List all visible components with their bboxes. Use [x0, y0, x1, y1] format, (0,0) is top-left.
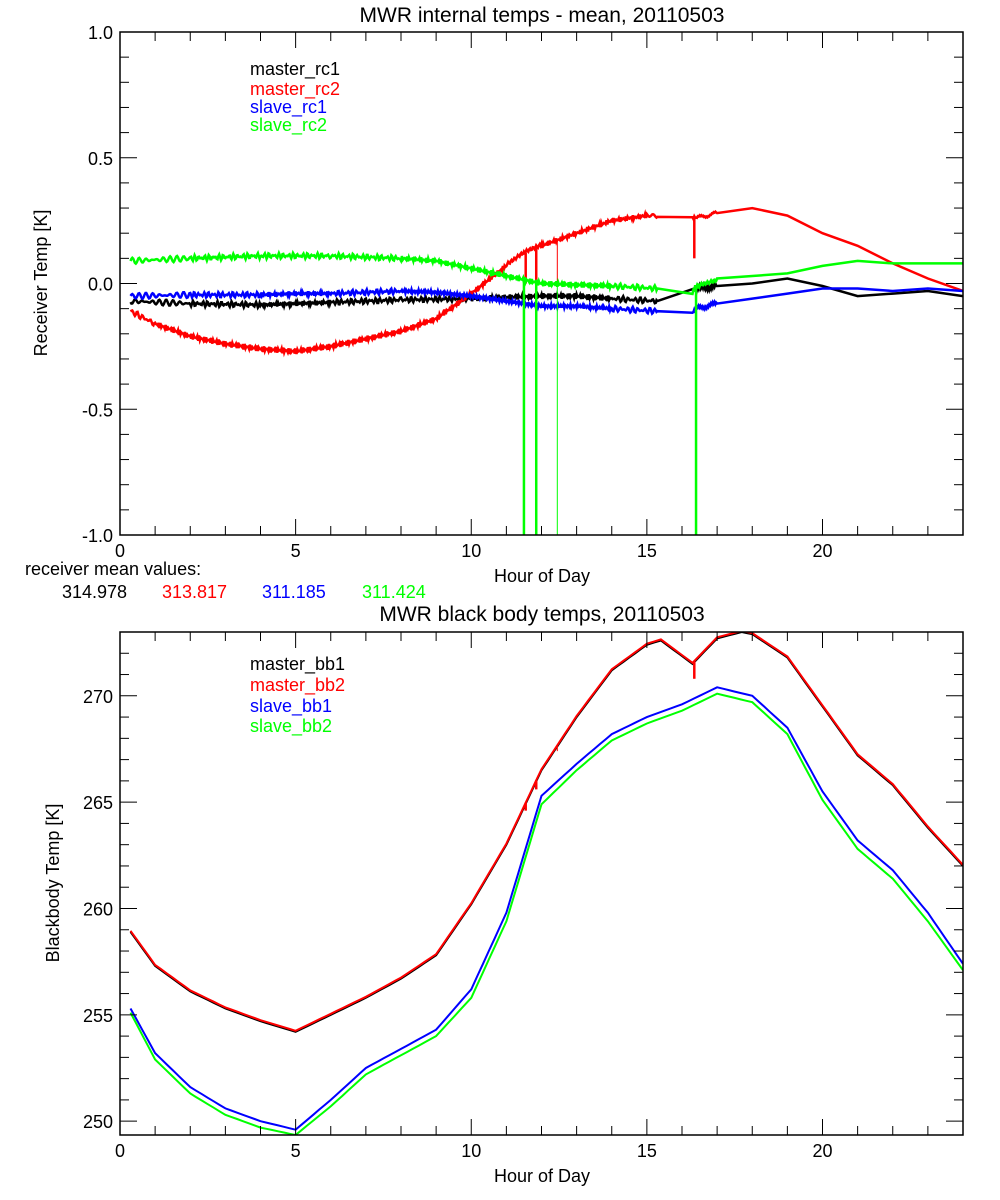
- bottom-chart-title: MWR black body temps, 20110503: [379, 603, 704, 626]
- bottom-chart-xlabel: Hour of Day: [494, 1166, 590, 1186]
- series-line-slave_bb2: [129, 692, 963, 1135]
- series-line-slave_rc2: [129, 249, 963, 296]
- receiver-mean-value-2: 313.817: [162, 582, 227, 602]
- bottom-x-tick-label: 10: [461, 1141, 481, 1161]
- legend-entry-slave_bb1: slave_bb1: [250, 696, 332, 717]
- bottom-x-tick-label: 0: [115, 1141, 125, 1161]
- top-chart-xlabel: Hour of Day: [494, 566, 590, 586]
- legend-entry-slave_rc2: slave_rc2: [250, 115, 327, 136]
- top-x-tick-label: 5: [291, 541, 301, 561]
- legend-entry-master_rc1: master_rc1: [250, 59, 340, 80]
- top-x-tick-label: 10: [461, 541, 481, 561]
- legend-entry-master_rc2: master_rc2: [250, 79, 340, 100]
- bottom-y-tick-label: 265: [83, 793, 113, 813]
- receiver-mean-value-4: 311.424: [362, 582, 426, 602]
- series-line-slave_bb1: [129, 686, 963, 1131]
- top-chart-title: MWR internal temps - mean, 20110503: [360, 4, 725, 27]
- top-x-tick-label: 0: [115, 541, 125, 561]
- top-y-tick-label: 0.5: [88, 149, 113, 169]
- bottom-y-tick-label: 260: [83, 899, 113, 919]
- legend-entry-slave_bb2: slave_bb2: [250, 716, 332, 737]
- legend-entry-slave_rc1: slave_rc1: [250, 97, 327, 118]
- series-line-master_rc2: [129, 206, 963, 358]
- top-y-tick-label: 0.0: [88, 275, 113, 295]
- series-line-slave_rc1: [129, 284, 963, 316]
- receiver-mean-label: receiver mean values:: [25, 559, 201, 579]
- legend-entry-master_bb1: master_bb1: [250, 654, 345, 675]
- bottom-chart-ylabel: Blackbody Temp [K]: [43, 804, 63, 963]
- bottom-x-tick-label: 5: [291, 1141, 301, 1161]
- bottom-x-tick-label: 20: [812, 1141, 832, 1161]
- receiver-mean-value-3: 311.185: [262, 582, 326, 602]
- top-x-tick-label: 15: [637, 541, 657, 561]
- legend-entry-master_bb2: master_bb2: [250, 675, 345, 696]
- top-x-tick-label: 20: [812, 541, 832, 561]
- top-y-tick-label: -0.5: [82, 400, 113, 420]
- bottom-y-tick-label: 250: [83, 1112, 113, 1132]
- bottom-y-tick-label: 255: [83, 1006, 113, 1026]
- bottom-plot-frame: [119, 631, 964, 1136]
- series-line-master_rc1: [129, 277, 963, 312]
- bottom-x-tick-label: 15: [637, 1141, 657, 1161]
- top-chart-ylabel: Receiver Temp [K]: [31, 210, 51, 357]
- bottom-y-tick-label: 270: [83, 687, 113, 707]
- series-line-master_bb2: [129, 632, 963, 1032]
- receiver-mean-value-1: 314.978: [62, 582, 127, 602]
- top-y-tick-label: 1.0: [88, 23, 113, 43]
- top-y-tick-label: -1.0: [82, 526, 113, 546]
